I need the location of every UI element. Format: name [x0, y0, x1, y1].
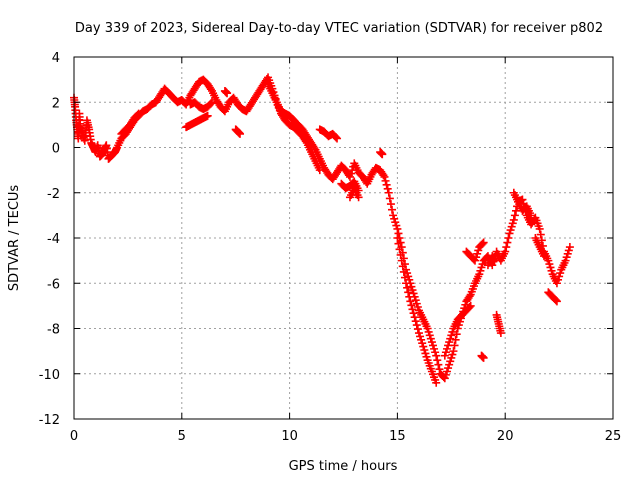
- y-tick-label: -12: [39, 413, 60, 428]
- data-point: [504, 234, 513, 242]
- x-tick-label: 20: [497, 429, 514, 444]
- data-point: [206, 99, 215, 108]
- data-point: [383, 184, 392, 193]
- x-tick-label: 25: [605, 429, 622, 444]
- data-point: [411, 317, 420, 326]
- data-point: [502, 243, 511, 252]
- data-point: [479, 238, 488, 247]
- data-point: [381, 176, 390, 185]
- data-point: [452, 330, 461, 339]
- data-point: [223, 89, 232, 98]
- data-point: [404, 288, 413, 297]
- data-point: [449, 347, 458, 356]
- data-point: [133, 110, 142, 119]
- data-point: [393, 224, 402, 233]
- data-point: [503, 238, 512, 247]
- x-tick-label: 0: [70, 429, 78, 444]
- data-point: [354, 193, 363, 202]
- data-point: [432, 351, 441, 360]
- data-point: [379, 171, 388, 180]
- data-point: [466, 301, 475, 310]
- y-tick-labels: -12 -10 -8 -6 -4 -2 0 2 4: [39, 51, 60, 428]
- axis-ticks: [73, 56, 614, 420]
- data-point: [394, 229, 403, 238]
- data-point: [396, 250, 405, 259]
- data-point: [398, 262, 407, 271]
- data-point: [407, 301, 416, 310]
- data-point: [388, 205, 397, 214]
- data-point: [134, 109, 143, 118]
- data-point: [496, 329, 505, 338]
- data-point: [412, 321, 421, 330]
- x-tick-label: 15: [389, 429, 406, 444]
- data-point: [380, 172, 389, 181]
- data-point: [552, 297, 561, 306]
- data-point: [386, 200, 395, 209]
- y-tick-label: 0: [52, 142, 60, 157]
- data-point: [394, 239, 403, 248]
- data-point: [397, 256, 406, 265]
- y-tick-label: 2: [52, 96, 60, 111]
- data-point: [410, 313, 419, 322]
- x-tick-label: 5: [178, 429, 186, 444]
- data-point: [399, 267, 408, 276]
- data-point: [451, 335, 460, 344]
- data-point: [434, 360, 443, 369]
- data-point: [478, 239, 487, 248]
- data-point: [378, 150, 387, 159]
- data-point: [536, 230, 545, 239]
- data-point: [385, 194, 394, 203]
- data-point: [510, 211, 519, 220]
- y-tick-label: -6: [47, 277, 60, 292]
- y-axis-label: SDTVAR / TECUs: [7, 185, 22, 292]
- data-point: [395, 245, 404, 254]
- data-point: [465, 292, 474, 301]
- data-point: [402, 279, 411, 288]
- y-tick-label: -4: [47, 232, 60, 247]
- data-point: [433, 356, 442, 365]
- chart-title: Day 339 of 2023, Sidereal Day-to-day VTE…: [75, 21, 603, 36]
- x-axis-label: GPS time / hours: [289, 459, 398, 474]
- data-point: [236, 129, 245, 138]
- y-tick-label: 4: [52, 51, 60, 66]
- x-tick-label: 10: [281, 429, 298, 444]
- data-point: [465, 303, 474, 312]
- data-point: [535, 224, 544, 233]
- data-point: [203, 111, 212, 120]
- data-point: [333, 134, 342, 143]
- data-point: [403, 283, 412, 292]
- data-point: [409, 309, 418, 318]
- data-point: [435, 365, 444, 374]
- data-point: [413, 325, 422, 334]
- data-point: [527, 211, 536, 220]
- data-point: [406, 297, 415, 306]
- data-point: [382, 180, 391, 189]
- y-tick-label: -8: [47, 323, 60, 338]
- y-tick-label: -2: [47, 187, 60, 202]
- data-point: [551, 296, 560, 305]
- data-point: [479, 353, 488, 362]
- y-tick-label: -10: [39, 368, 60, 383]
- data-point: [501, 247, 510, 256]
- data-point: [408, 305, 417, 314]
- x-tick-labels: 0 5 10 15 20 25: [70, 429, 621, 444]
- data-point: [405, 292, 414, 301]
- data-point: [315, 166, 324, 175]
- data-point: [400, 273, 409, 282]
- data-points: [70, 73, 574, 387]
- data-point: [565, 243, 574, 252]
- data-point: [393, 234, 402, 242]
- data-point: [207, 98, 216, 107]
- data-point: [432, 378, 441, 387]
- data-point: [509, 215, 518, 224]
- data-point: [490, 256, 499, 265]
- data-point: [331, 133, 340, 142]
- data-point: [384, 188, 393, 197]
- data-point: [540, 252, 549, 261]
